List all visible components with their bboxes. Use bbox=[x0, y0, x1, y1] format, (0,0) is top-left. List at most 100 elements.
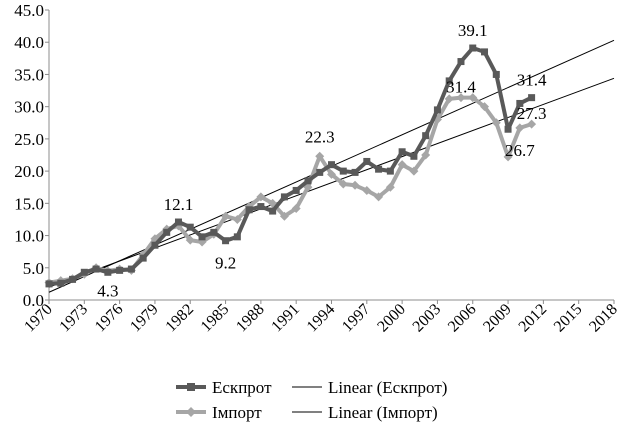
data-point bbox=[69, 275, 77, 283]
data-point bbox=[198, 233, 206, 241]
data-point bbox=[221, 211, 231, 221]
data-point bbox=[338, 179, 348, 189]
x-tick-label: 2015 bbox=[551, 301, 586, 336]
x-tick-label: 1994 bbox=[304, 301, 339, 336]
x-tick-label: 2006 bbox=[445, 301, 480, 336]
x-tick-label: 1997 bbox=[339, 301, 374, 336]
data-label: 27.3 bbox=[517, 104, 547, 123]
data-point bbox=[362, 185, 372, 195]
data-point bbox=[445, 77, 453, 85]
series-lines bbox=[44, 44, 537, 288]
data-label: 31.4 bbox=[446, 78, 476, 97]
y-tick-label: 10.0 bbox=[14, 227, 44, 246]
legend-label: Ескпрот bbox=[212, 378, 272, 397]
data-point bbox=[422, 132, 430, 140]
legend-swatch-marker bbox=[186, 407, 196, 417]
legend-label: Linear (Ескпрот) bbox=[328, 378, 447, 397]
legend: Ескпрот Linear (Ескпрот) Імпорт Linear (Імп… bbox=[176, 378, 447, 422]
data-point bbox=[232, 214, 242, 224]
y-tick-label: 20.0 bbox=[14, 162, 44, 181]
legend-label: Linear (Імпорт) bbox=[328, 403, 438, 422]
data-point bbox=[385, 182, 395, 192]
data-point bbox=[292, 186, 300, 194]
data-point bbox=[116, 266, 124, 274]
data-point bbox=[410, 152, 418, 160]
legend-swatch-marker bbox=[187, 383, 195, 391]
data-label: 39.1 bbox=[458, 21, 488, 40]
legend-item: Linear (Ескпрот) bbox=[292, 378, 447, 397]
data-point bbox=[481, 48, 489, 56]
data-point bbox=[186, 223, 194, 231]
y-tick-label: 25.0 bbox=[14, 130, 44, 149]
data-point bbox=[269, 207, 277, 215]
data-point bbox=[363, 157, 371, 165]
x-tick-label: 2012 bbox=[516, 301, 551, 336]
data-point bbox=[328, 161, 335, 169]
data-point bbox=[503, 152, 513, 162]
data-point bbox=[492, 70, 500, 78]
x-tick-label: 2000 bbox=[374, 301, 409, 336]
data-point bbox=[279, 211, 289, 221]
data-point bbox=[491, 118, 501, 128]
data-point bbox=[397, 160, 407, 170]
y-axis-ticks: 0.0 5.0 10.0 15.0 20.0 25.0 30.0 35.0 40.0 45.0 bbox=[14, 1, 49, 310]
data-label: 31.4 bbox=[517, 71, 547, 90]
data-point bbox=[516, 99, 524, 107]
y-tick-label: 15.0 bbox=[14, 194, 44, 213]
data-point bbox=[45, 280, 53, 288]
legend-item: Linear (Імпорт) bbox=[292, 403, 438, 422]
y-tick-label: 40.0 bbox=[14, 33, 44, 52]
data-point bbox=[374, 192, 384, 202]
data-point bbox=[386, 167, 394, 175]
legend-label: Імпорт bbox=[212, 403, 262, 422]
data-point bbox=[233, 233, 241, 241]
x-axis-ticks: 1970 1973 1976 1979 1982 1985 1988 1991 1994 1997… bbox=[21, 300, 621, 335]
data-point bbox=[163, 228, 171, 236]
series-line bbox=[48, 95, 533, 285]
data-point bbox=[256, 192, 266, 202]
x-tick-label: 1991 bbox=[268, 301, 303, 336]
data-point bbox=[468, 93, 478, 103]
data-point bbox=[139, 254, 147, 262]
data-point bbox=[257, 203, 265, 211]
data-label: 9.2 bbox=[215, 254, 236, 273]
data-point bbox=[185, 235, 195, 245]
x-tick-label: 1988 bbox=[233, 301, 268, 336]
data-point bbox=[457, 58, 465, 66]
data-point bbox=[375, 165, 383, 173]
legend-item: Ескпрот bbox=[176, 378, 272, 397]
x-tick-label: 1982 bbox=[162, 301, 197, 336]
data-label: 22.3 bbox=[305, 127, 335, 146]
legend-item: Імпорт bbox=[176, 403, 262, 422]
x-tick-label: 2003 bbox=[410, 301, 445, 336]
x-tick-label: 1985 bbox=[198, 301, 233, 336]
data-point bbox=[80, 268, 88, 276]
data-point bbox=[304, 177, 312, 185]
data-point bbox=[151, 241, 159, 249]
data-point bbox=[456, 93, 466, 103]
data-point bbox=[351, 168, 359, 176]
data-point bbox=[222, 237, 230, 245]
data-point bbox=[127, 265, 135, 273]
data-point bbox=[57, 279, 65, 287]
data-point bbox=[350, 180, 360, 190]
data-point bbox=[433, 106, 441, 114]
x-tick-label: 1976 bbox=[92, 301, 127, 336]
y-tick-label: 30.0 bbox=[14, 98, 44, 117]
data-point bbox=[316, 168, 324, 176]
data-point bbox=[210, 228, 218, 236]
x-tick-label: 2009 bbox=[480, 301, 515, 336]
data-point bbox=[480, 102, 490, 112]
x-tick-label: 1973 bbox=[56, 301, 91, 336]
data-point bbox=[527, 119, 537, 129]
y-tick-label: 5.0 bbox=[23, 259, 44, 278]
data-point bbox=[315, 151, 325, 161]
data-point bbox=[515, 123, 525, 133]
data-point bbox=[327, 169, 336, 179]
data-point bbox=[291, 203, 301, 213]
data-point bbox=[104, 268, 112, 276]
y-tick-label: 0.0 bbox=[23, 291, 44, 310]
y-tick-label: 45.0 bbox=[14, 1, 44, 20]
data-point bbox=[469, 44, 477, 52]
